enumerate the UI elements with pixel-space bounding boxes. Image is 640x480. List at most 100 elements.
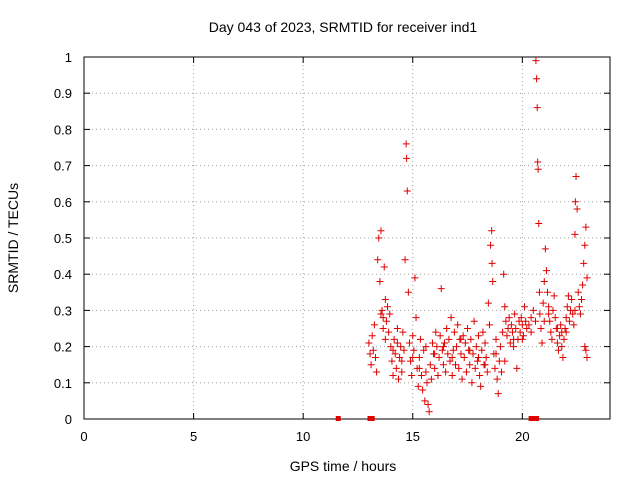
- data-point: [550, 292, 558, 300]
- data-point: [432, 328, 440, 336]
- data-point: [367, 361, 375, 369]
- data-point: [381, 296, 389, 304]
- data-point: [494, 390, 502, 398]
- data-point: [402, 140, 410, 148]
- data-point: [527, 328, 535, 336]
- data-point: [469, 350, 477, 358]
- data-point: [510, 343, 518, 351]
- data-point: [370, 321, 378, 329]
- data-point: [418, 372, 426, 380]
- data-point: [513, 364, 521, 372]
- data-point: [436, 332, 444, 340]
- x-tick-label: 5: [190, 429, 197, 444]
- y-tick-label: 0.3: [54, 303, 72, 318]
- data-point: [416, 335, 424, 343]
- data-point: [457, 335, 465, 343]
- data-point: [450, 328, 458, 336]
- data-point: [404, 288, 412, 296]
- data-point: [398, 368, 406, 376]
- data-point: [401, 256, 409, 264]
- data-point: [531, 317, 539, 325]
- data-point: [409, 332, 417, 340]
- y-tick-label: 1: [65, 50, 72, 65]
- data-point: [460, 353, 468, 361]
- data-point: [422, 368, 430, 376]
- data-point: [535, 288, 543, 296]
- data-point: [496, 343, 504, 351]
- data-point: [529, 306, 537, 314]
- data-point: [419, 386, 427, 394]
- data-point: [472, 343, 480, 351]
- data-point: [386, 310, 394, 318]
- y-tick-label: 0.7: [54, 159, 72, 174]
- data-point: [554, 346, 562, 354]
- data-point: [387, 343, 395, 351]
- data-point: [568, 296, 576, 304]
- data-point: [473, 357, 481, 365]
- data-point: [501, 357, 509, 365]
- data-point: [502, 317, 510, 325]
- data-point: [378, 306, 386, 314]
- y-tick-label: 0.8: [54, 122, 72, 137]
- data-point: [561, 325, 569, 332]
- data-point: [500, 270, 508, 278]
- data-point: [581, 241, 589, 249]
- data-point: [451, 361, 459, 369]
- data-point: [493, 375, 501, 383]
- data-point: [562, 314, 570, 322]
- data-point: [553, 325, 561, 332]
- data-point: [454, 321, 462, 329]
- data-point: [551, 314, 559, 322]
- y-tick-label: 0.1: [54, 376, 72, 391]
- data-point: [445, 335, 453, 343]
- data-point: [379, 325, 387, 332]
- data-point: [503, 332, 511, 340]
- data-point: [443, 325, 451, 332]
- data-point: [379, 314, 387, 322]
- data-point: [453, 343, 461, 351]
- data-point: [507, 321, 515, 329]
- data-point: [475, 332, 482, 340]
- data-point: [574, 288, 582, 296]
- data-point: [487, 241, 495, 249]
- data-point: [516, 328, 524, 336]
- data-point: [580, 259, 588, 267]
- data-point: [488, 259, 496, 267]
- data-point: [582, 223, 590, 231]
- data-point: [446, 357, 454, 365]
- data-point: [479, 328, 487, 336]
- data-point: [517, 314, 525, 322]
- data-point: [481, 339, 489, 347]
- data-point: [395, 375, 403, 383]
- data-point: [535, 220, 543, 228]
- y-tick-label: 0: [65, 412, 72, 427]
- data-point: [433, 343, 441, 351]
- data-point: [556, 332, 564, 340]
- data-point: [449, 346, 457, 354]
- data-point: [425, 408, 433, 416]
- x-tick-label: 15: [406, 429, 420, 444]
- data-point: [371, 353, 379, 361]
- zero-data-point: [528, 416, 534, 421]
- data-point: [396, 353, 404, 361]
- data-point: [506, 339, 514, 347]
- data-point: [393, 325, 401, 332]
- data-point: [571, 198, 579, 206]
- data-point: [536, 310, 544, 318]
- data-point: [375, 234, 383, 242]
- data-point: [492, 335, 500, 343]
- data-point: [545, 310, 553, 318]
- data-point: [376, 277, 384, 285]
- data-point: [431, 350, 439, 358]
- data-point: [515, 317, 523, 325]
- data-point: [547, 328, 555, 336]
- data-point: [482, 353, 490, 361]
- data-point: [471, 364, 479, 372]
- data-point: [537, 325, 545, 332]
- data-point: [447, 314, 455, 322]
- data-point: [426, 361, 434, 369]
- data-point: [548, 335, 556, 343]
- x-tick-label: 10: [296, 429, 310, 444]
- zero-data-point: [335, 416, 341, 421]
- plot-frame: [83, 56, 611, 420]
